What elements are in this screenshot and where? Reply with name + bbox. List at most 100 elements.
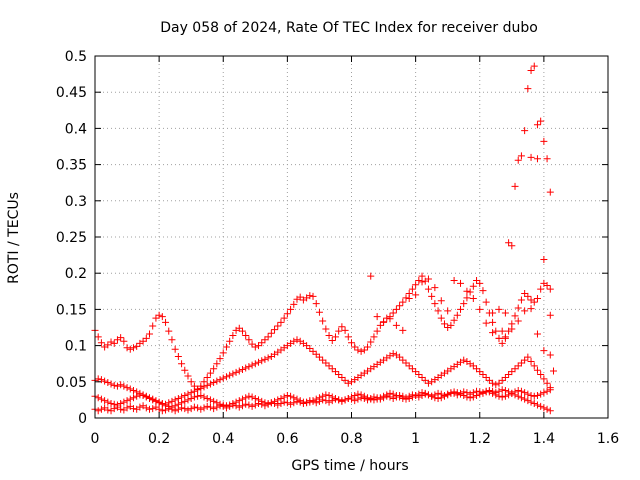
data-point xyxy=(408,285,416,293)
data-point xyxy=(165,399,173,407)
data-point xyxy=(514,362,522,370)
data-point xyxy=(200,393,208,401)
data-point xyxy=(129,405,137,413)
data-point xyxy=(415,276,423,284)
data-point xyxy=(238,327,246,335)
data-point xyxy=(505,371,513,379)
data-point xyxy=(408,365,416,373)
data-point xyxy=(219,349,227,357)
data-point xyxy=(235,324,243,332)
data-point xyxy=(315,394,323,402)
data-point xyxy=(389,390,397,398)
data-point xyxy=(469,282,477,290)
data-point xyxy=(469,393,477,401)
data-point xyxy=(524,353,532,361)
data-point xyxy=(482,387,490,395)
data-point xyxy=(319,356,327,364)
data-point xyxy=(501,392,509,400)
data-point xyxy=(194,392,202,400)
data-point xyxy=(303,342,311,350)
data-point xyxy=(104,379,112,387)
tick-labels: 0 0.2 0.4 0.6 0.8 1 1.2 1.4 1.6 0 0.05 0.1 0.15 0.2 0.… xyxy=(56,49,619,447)
data-point xyxy=(213,377,221,385)
data-point xyxy=(373,327,381,335)
data-point xyxy=(171,345,179,353)
data-point xyxy=(206,396,214,404)
data-point xyxy=(495,379,503,387)
data-point xyxy=(485,376,493,384)
data-point xyxy=(97,405,105,413)
data-point xyxy=(319,392,327,400)
data-point xyxy=(123,344,131,352)
data-point xyxy=(290,337,298,345)
data-point xyxy=(351,392,359,400)
data-point xyxy=(498,327,506,335)
data-point xyxy=(431,394,439,402)
data-point xyxy=(267,329,275,337)
data-point xyxy=(389,309,397,317)
data-point xyxy=(136,389,144,397)
data-point xyxy=(152,314,160,322)
data-point xyxy=(101,377,109,385)
data-point xyxy=(543,405,551,413)
data-point xyxy=(533,155,541,163)
data-point xyxy=(155,405,163,413)
data-point xyxy=(537,371,545,379)
data-point xyxy=(203,394,211,402)
data-point xyxy=(543,282,551,290)
data-point xyxy=(517,359,525,367)
data-point xyxy=(540,375,548,383)
data-point xyxy=(341,396,349,404)
axis-ticks xyxy=(94,55,609,419)
data-point xyxy=(245,392,253,400)
data-point xyxy=(126,385,134,393)
data-point xyxy=(222,343,230,351)
data-point xyxy=(482,319,490,327)
data-point xyxy=(331,333,339,341)
data-point xyxy=(482,373,490,381)
data-point xyxy=(113,382,121,390)
data-point xyxy=(255,396,263,404)
y-tick-label: 0.45 xyxy=(56,85,87,101)
data-point xyxy=(206,380,214,388)
data-point xyxy=(97,339,105,347)
data-point xyxy=(264,400,272,408)
data-point xyxy=(322,359,330,367)
data-point xyxy=(540,255,548,263)
data-point xyxy=(171,396,179,404)
data-point xyxy=(521,307,529,315)
data-point xyxy=(255,358,263,366)
data-point xyxy=(162,400,170,408)
data-point xyxy=(261,399,269,407)
data-point xyxy=(149,405,157,413)
data-point xyxy=(399,326,407,334)
data-point xyxy=(511,312,519,320)
data-point xyxy=(479,287,487,295)
data-point xyxy=(537,390,545,398)
data-point xyxy=(527,398,535,406)
data-point xyxy=(495,305,503,313)
data-point xyxy=(235,403,243,411)
data-point xyxy=(210,365,218,373)
data-point xyxy=(373,395,381,403)
data-point xyxy=(533,121,541,129)
data-point xyxy=(274,396,282,404)
data-point xyxy=(162,318,170,326)
data-point xyxy=(287,392,295,400)
data-point xyxy=(149,395,157,403)
data-point xyxy=(181,366,189,374)
data-point xyxy=(447,389,455,397)
data-point xyxy=(351,343,359,351)
data-point xyxy=(473,365,481,373)
data-point xyxy=(158,407,166,415)
data-point xyxy=(533,392,541,400)
data-point xyxy=(248,393,256,401)
data-point xyxy=(434,394,442,402)
data-point xyxy=(508,368,516,376)
data-point xyxy=(341,376,349,384)
data-point xyxy=(389,350,397,358)
data-point xyxy=(113,401,121,409)
data-point xyxy=(149,322,157,330)
data-point xyxy=(110,400,118,408)
data-point xyxy=(226,371,234,379)
